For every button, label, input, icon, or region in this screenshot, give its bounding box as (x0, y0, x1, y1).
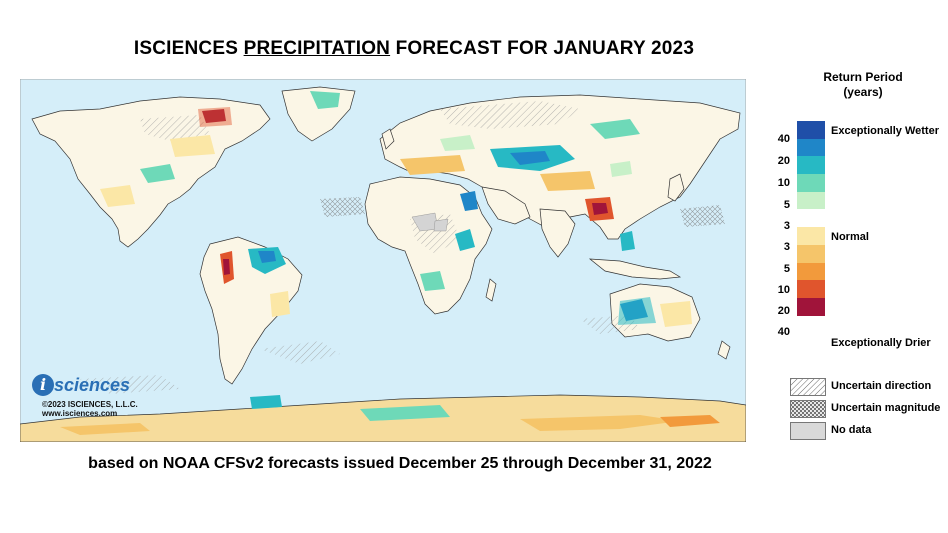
drier-anomalies (60, 107, 720, 435)
website-text: www.isciences.com (42, 409, 118, 418)
tick-drier-10: 10 (777, 284, 790, 296)
scale-swatch-5 (797, 209, 825, 228)
world-map (20, 79, 746, 442)
title-part-2: PRECIPITATION (243, 38, 391, 59)
scale-swatch-0 (797, 121, 825, 139)
legend-title-line-2: (years) (843, 85, 883, 99)
tick-wetter-40: 40 (777, 133, 790, 145)
title-part-3: FORECAST FOR JANUARY 2023 (390, 38, 695, 59)
map-title: ISCIENCES PRECIPITATION FORECAST FOR JAN… (0, 38, 828, 60)
scale-swatch-1 (797, 138, 825, 157)
logo-wordmark: sciences (54, 375, 131, 395)
copyright-block: ©2023 ISCIENCES, L.L.C. www.isciences.co… (42, 400, 138, 418)
scale-swatch-4 (797, 191, 825, 210)
tick-wetter-3: 3 (783, 220, 790, 232)
japan (667, 173, 685, 202)
wetter-anomalies (140, 91, 656, 421)
label-exceptionally-drier: Exceptionally Drier (831, 337, 931, 349)
copyright-text: ©2023 ISCIENCES, L.L.C. (42, 400, 138, 409)
tick-wetter-5: 5 (783, 199, 790, 211)
arabia (481, 186, 531, 225)
scale-swatch-3 (797, 174, 825, 192)
tick-drier-3: 3 (783, 241, 790, 253)
no-data-swatch (790, 422, 826, 440)
label-normal: Normal (831, 231, 869, 243)
uncertain-magnitude-swatch (790, 400, 826, 418)
logo-i-mark: i (32, 374, 54, 396)
map-subtitle: based on NOAA CFSv2 forecasts issued Dec… (88, 455, 712, 472)
tick-drier-40: 40 (777, 326, 790, 338)
legend-title: Return Period (years) (800, 70, 926, 100)
scale-swatch-2 (797, 156, 825, 175)
label-uncertain-direction: Uncertain direction (831, 380, 932, 392)
label-no-data: No data (831, 424, 872, 436)
color-scale (797, 121, 825, 316)
title-part-1: ISCIENCES (133, 38, 244, 59)
scale-swatch-6 (797, 227, 825, 245)
tick-drier-20: 20 (777, 305, 790, 317)
label-exceptionally-wetter: Exceptionally Wetter (831, 125, 939, 137)
uncertain-direction-swatch (790, 378, 826, 396)
scale-swatch-10 (797, 297, 825, 316)
tick-drier-5: 5 (783, 263, 790, 275)
scale-swatch-9 (797, 280, 825, 298)
british-isles (381, 128, 395, 150)
label-uncertain-magnitude: Uncertain magnitude (831, 402, 941, 414)
scale-swatch-7 (797, 244, 825, 263)
legend-title-line-1: Return Period (823, 70, 903, 84)
scale-swatch-8 (797, 262, 825, 281)
indonesia (588, 258, 682, 280)
uncertain-magnitude-areas (320, 197, 725, 227)
india (539, 208, 576, 258)
tick-wetter-20: 20 (777, 155, 790, 167)
tick-wetter-10: 10 (777, 177, 790, 189)
new-zealand (717, 340, 731, 360)
madagascar (485, 278, 497, 302)
no-data-areas (411, 212, 449, 232)
